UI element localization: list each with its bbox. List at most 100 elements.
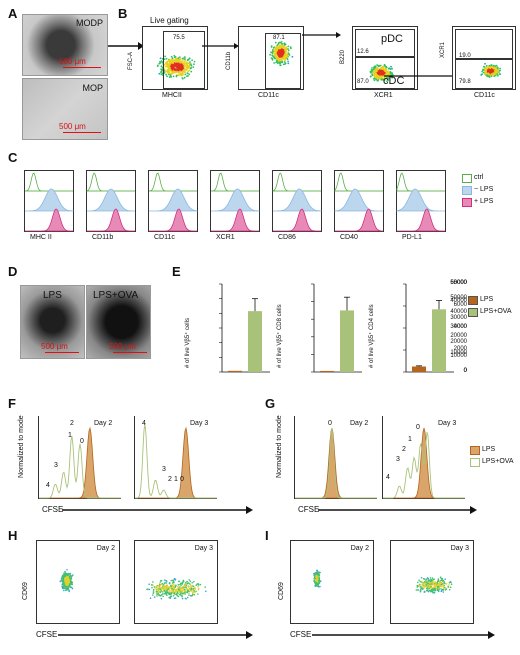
event-dot [184,73,187,76]
event-dot [179,61,182,64]
event-dot [190,595,193,597]
day-label: Day 2 [94,420,113,427]
event-dot [437,578,440,580]
panel-label-b: B [118,6,128,21]
bar-chart-svg [311,283,362,373]
event-dot [442,586,445,588]
event-dot [189,61,191,63]
density-plot [480,62,502,79]
event-dot [440,581,443,584]
gate-box [455,59,513,89]
event-dot [279,53,282,56]
event-dot [178,589,180,591]
event-dot [171,584,174,587]
x-axis-label: XCR1 [374,92,393,99]
event-dot [66,574,69,576]
event-dot [488,66,491,69]
lps-label: LPS [43,290,62,301]
event-dot [185,581,187,584]
arrow-gate-2 [302,32,341,38]
y-axis-label: Normalized to mode [276,415,283,478]
legend-swatch-lps-ova [468,308,478,317]
lps-ova-label: LPS+OVA [93,290,139,301]
panel-label-e: E [172,264,181,279]
bar [340,310,354,372]
event-dot [433,578,435,581]
event-dot [182,587,184,590]
event-dot [191,59,193,61]
y-tick-label: 0 [463,368,467,374]
event-dot [171,59,174,61]
event-dot [175,585,177,587]
event-dot [274,41,277,44]
bar-chart [403,283,454,373]
event-dot [67,577,69,579]
event-dot [197,593,199,595]
event-dot [436,583,438,586]
event-dot [284,62,287,65]
event-dot [193,60,196,63]
peak-label: 0 [416,424,420,431]
legend-label: LPS [482,446,496,453]
event-dot [284,43,286,46]
event-dot [431,579,433,581]
y-tick-label: 40000 [450,297,467,304]
event-dot [379,72,382,74]
event-dot [448,584,450,586]
event-dot [177,57,180,60]
event-dot [427,577,430,580]
event-dot [277,56,280,59]
gate-percent: 87.1 [273,35,285,41]
event-dot [192,591,195,593]
event-dot [159,594,162,597]
event-dot [493,75,496,78]
event-dot [315,581,317,584]
event-dot [186,67,189,70]
event-dot [63,581,65,583]
panel-label-d: D [8,264,18,279]
event-dot [180,63,182,66]
event-dot [162,586,165,588]
event-dot [174,593,176,595]
peak-label: 3 [162,466,166,473]
event-dot [197,588,200,591]
histogram-cd40 [334,170,384,232]
gate-percent: 12.6 [357,49,369,55]
y-tick-label: 50000 [450,280,467,286]
event-dot [168,62,171,64]
cfse-axis-arrow [318,506,477,514]
cfse-axis-arrow [62,506,253,514]
event-dot [170,595,173,597]
event-dot [271,52,274,54]
event-dot [187,586,190,588]
event-dot [163,593,165,595]
cfse-axis-arrow [58,631,253,639]
event-dot [156,593,158,595]
event-dot [387,67,390,70]
event-dot [69,586,72,589]
event-dot [383,79,386,81]
event-dot [148,588,151,591]
bar-chart [219,283,270,373]
bar-chart-svg [403,283,454,373]
minus-lps-trace [211,188,260,212]
scale-bar [113,352,147,353]
legend-swatch-lps [468,296,478,305]
event-dot [487,68,490,71]
bar [320,370,334,372]
event-dot [170,55,173,58]
event-dot [385,72,388,75]
event-dot [168,64,171,66]
event-dot [171,72,174,75]
modp-micrograph: MODP 500 μm [22,14,108,76]
minus-lps-trace [25,188,74,212]
event-dot [187,590,190,592]
event-dot [490,75,493,78]
event-dot [389,68,392,70]
event-dot [371,73,373,76]
event-dot [370,75,372,78]
day-label: Day 3 [450,545,469,552]
event-dot [185,61,188,64]
event-dot [427,584,429,586]
legend-swatch-plus-lps [462,198,472,207]
